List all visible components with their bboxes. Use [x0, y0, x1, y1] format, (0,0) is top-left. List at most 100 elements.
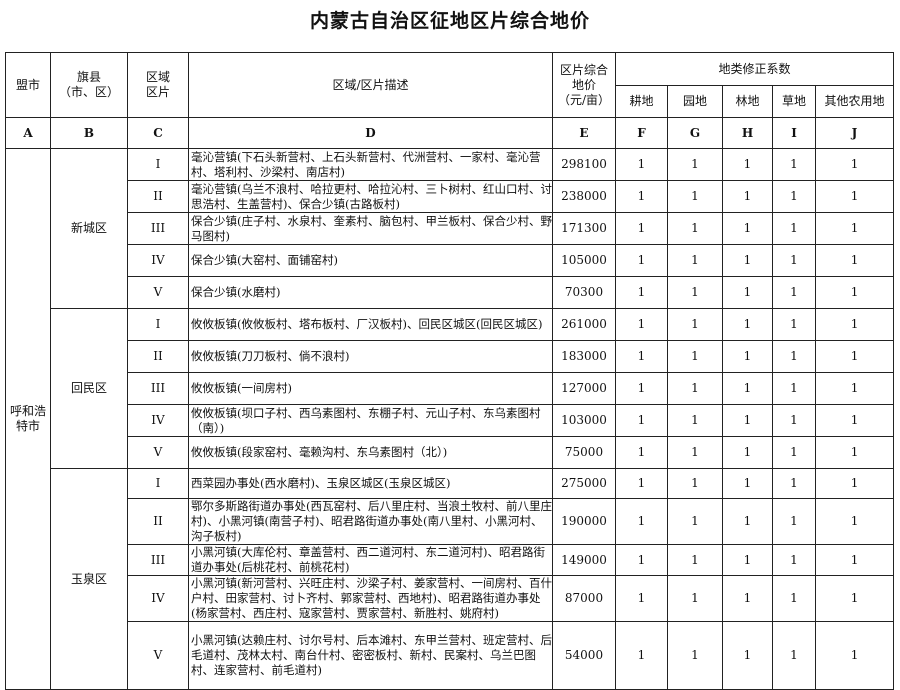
desc-cell: 攸攸板镇(一间房村): [188, 372, 553, 405]
price-cell: 171300: [552, 212, 616, 245]
price-cell: 70300: [552, 276, 616, 309]
coef-cell: 1: [667, 404, 723, 437]
zone-cell: III: [127, 372, 189, 405]
desc-cell: 保合少镇(庄子村、水泉村、奎素村、脑包村、甲兰板村、保合少村、野马图村): [188, 212, 553, 245]
coef-cell: 1: [615, 148, 668, 181]
coef-cell: 1: [722, 621, 773, 690]
coef-cell: 1: [615, 436, 668, 469]
header-coef-4: 其他农用地: [814, 85, 895, 118]
coef-cell: 1: [667, 436, 723, 469]
coef-cell: 1: [814, 575, 895, 622]
table-row: 回民区 I 攸攸板镇(攸攸板村、塔布板村、厂汉板村)、回民区城区(回民区城区) 261…: [6, 308, 895, 469]
county-cell: 玉泉区: [50, 468, 128, 690]
price-cell: 54000: [552, 621, 616, 690]
coef-cell: 1: [772, 372, 816, 405]
table-row: V 攸攸板镇(段家窑村、毫赖沟村、东乌素图村（北）) 75000 1 1 1 1 1: [6, 436, 895, 469]
coef-cell: 1: [772, 244, 816, 277]
coef-cell: 1: [814, 180, 895, 213]
coef-cell: 1: [722, 575, 773, 622]
column-letter-G: G: [667, 117, 723, 149]
desc-cell: 小黑河镇(大库伦村、章盖营村、西二道河村、东二道河村)、昭君路街道办事处(后桃花…: [188, 544, 553, 576]
desc-cell: 鄂尔多斯路街道办事处(西瓦窑村、后八里庄村、当浪土牧村、前八里庄村)、小黑河镇(…: [188, 498, 553, 545]
header-coef-2: 林地: [722, 85, 773, 118]
column-letter-B: B: [50, 117, 128, 149]
coef-cell: 1: [814, 436, 895, 469]
coef-cell: 1: [772, 575, 816, 622]
desc-cell: 保合少镇(水磨村): [188, 276, 553, 309]
coef-cell: 1: [722, 244, 773, 277]
desc-cell: 毫沁营镇(乌兰不浪村、哈拉更村、哈拉沁村、三卜树村、红山口村、讨思浩村、生盖营村…: [188, 180, 553, 213]
coef-cell: 1: [615, 276, 668, 309]
coef-cell: 1: [814, 404, 895, 437]
coef-cell: 1: [772, 498, 816, 545]
table-row: IV 攸攸板镇(坝口子村、西乌素图村、东棚子村、元山子村、东乌素图村（南）) 103…: [6, 404, 895, 437]
coef-cell: 1: [722, 468, 773, 499]
coef-cell: 1: [722, 404, 773, 437]
desc-cell: 小黑河镇(达赖庄村、讨尔号村、后本滩村、东甲兰营村、班定营村、后毛道村、茂林太村…: [188, 621, 553, 690]
coef-cell: 1: [814, 372, 895, 405]
coef-cell: 1: [814, 212, 895, 245]
table-row: III 攸攸板镇(一间房村) 127000 1 1 1 1 1: [6, 372, 895, 405]
table-row: 玉泉区 I 西菜园办事处(西水磨村)、玉泉区城区(玉泉区城区) 275000 1 1 1 1 1: [6, 468, 895, 690]
column-letter-J: J: [814, 117, 895, 149]
zone-cell: III: [127, 212, 189, 245]
zone-cell: IV: [127, 404, 189, 437]
table-row: V 保合少镇(水磨村) 70300 1 1 1 1 1: [6, 276, 895, 309]
zone-cell: IV: [127, 244, 189, 277]
coef-cell: 1: [772, 148, 816, 181]
table-row: IV 保合少镇(大窑村、面铺窑村) 105000 1 1 1 1 1: [6, 244, 895, 277]
coef-cell: 1: [722, 276, 773, 309]
table-row: 呼和浩 特市 新城区 I 毫沁营镇(下石头新营村、上石头新营村、代洲营村、一家村、毫沁…: [5, 148, 895, 690]
column-letter-D: D: [188, 117, 553, 149]
header-zone: 区域 区片: [127, 52, 189, 118]
coef-cell: 1: [615, 340, 668, 373]
coef-cell: 1: [667, 244, 723, 277]
coef-cell: 1: [814, 544, 895, 576]
column-letter-I: I: [772, 117, 816, 149]
coef-cell: 1: [667, 468, 723, 499]
desc-cell: 攸攸板镇(刀刀板村、倘不浪村): [188, 340, 553, 373]
header-price: 区片综合 地价 （元/亩）: [552, 52, 616, 118]
coef-cell: 1: [814, 308, 895, 341]
price-cell: 275000: [552, 468, 616, 499]
price-cell: 103000: [552, 404, 616, 437]
price-cell: 261000: [552, 308, 616, 341]
price-cell: 183000: [552, 340, 616, 373]
price-cell: 149000: [552, 544, 616, 576]
coef-cell: 1: [814, 468, 895, 499]
desc-cell: 西菜园办事处(西水磨村)、玉泉区城区(玉泉区城区): [188, 468, 553, 499]
city-cell: 呼和浩 特市: [5, 148, 51, 690]
coef-cell: 1: [667, 276, 723, 309]
coef-cell: 1: [615, 212, 668, 245]
coef-cell: 1: [667, 340, 723, 373]
coef-cell: 1: [814, 148, 895, 181]
coef-cell: 1: [772, 180, 816, 213]
coef-cell: 1: [615, 404, 668, 437]
coef-cell: 1: [615, 372, 668, 405]
column-letter-H: H: [722, 117, 773, 149]
coef-cell: 1: [667, 621, 723, 690]
price-cell: 87000: [552, 575, 616, 622]
price-cell: 190000: [552, 498, 616, 545]
column-letter-E: E: [552, 117, 616, 149]
zone-cell: V: [127, 276, 189, 309]
table-row: II 攸攸板镇(刀刀板村、倘不浪村) 183000 1 1 1 1 1: [6, 340, 895, 373]
coef-cell: 1: [772, 621, 816, 690]
coef-cell: 1: [667, 544, 723, 576]
coef-cell: 1: [667, 180, 723, 213]
column-letter-A: A: [5, 117, 51, 149]
coef-cell: 1: [667, 372, 723, 405]
coef-cell: 1: [772, 276, 816, 309]
zone-cell: IV: [127, 575, 189, 622]
page-title: 内蒙古自治区征地区片综合地价: [309, 10, 590, 32]
column-letter-C: C: [127, 117, 189, 149]
table-row: III 小黑河镇(大库伦村、章盖营村、西二道河村、东二道河村)、昭君路街道办事处(…: [6, 544, 895, 576]
zone-cell: V: [127, 436, 189, 469]
zone-cell: III: [127, 544, 189, 576]
coef-cell: 1: [814, 498, 895, 545]
desc-cell: 保合少镇(大窑村、面铺窑村): [188, 244, 553, 277]
coef-cell: 1: [772, 340, 816, 373]
coef-cell: 1: [667, 148, 723, 181]
county-cell: 新城区: [50, 148, 128, 309]
coef-cell: 1: [814, 276, 895, 309]
